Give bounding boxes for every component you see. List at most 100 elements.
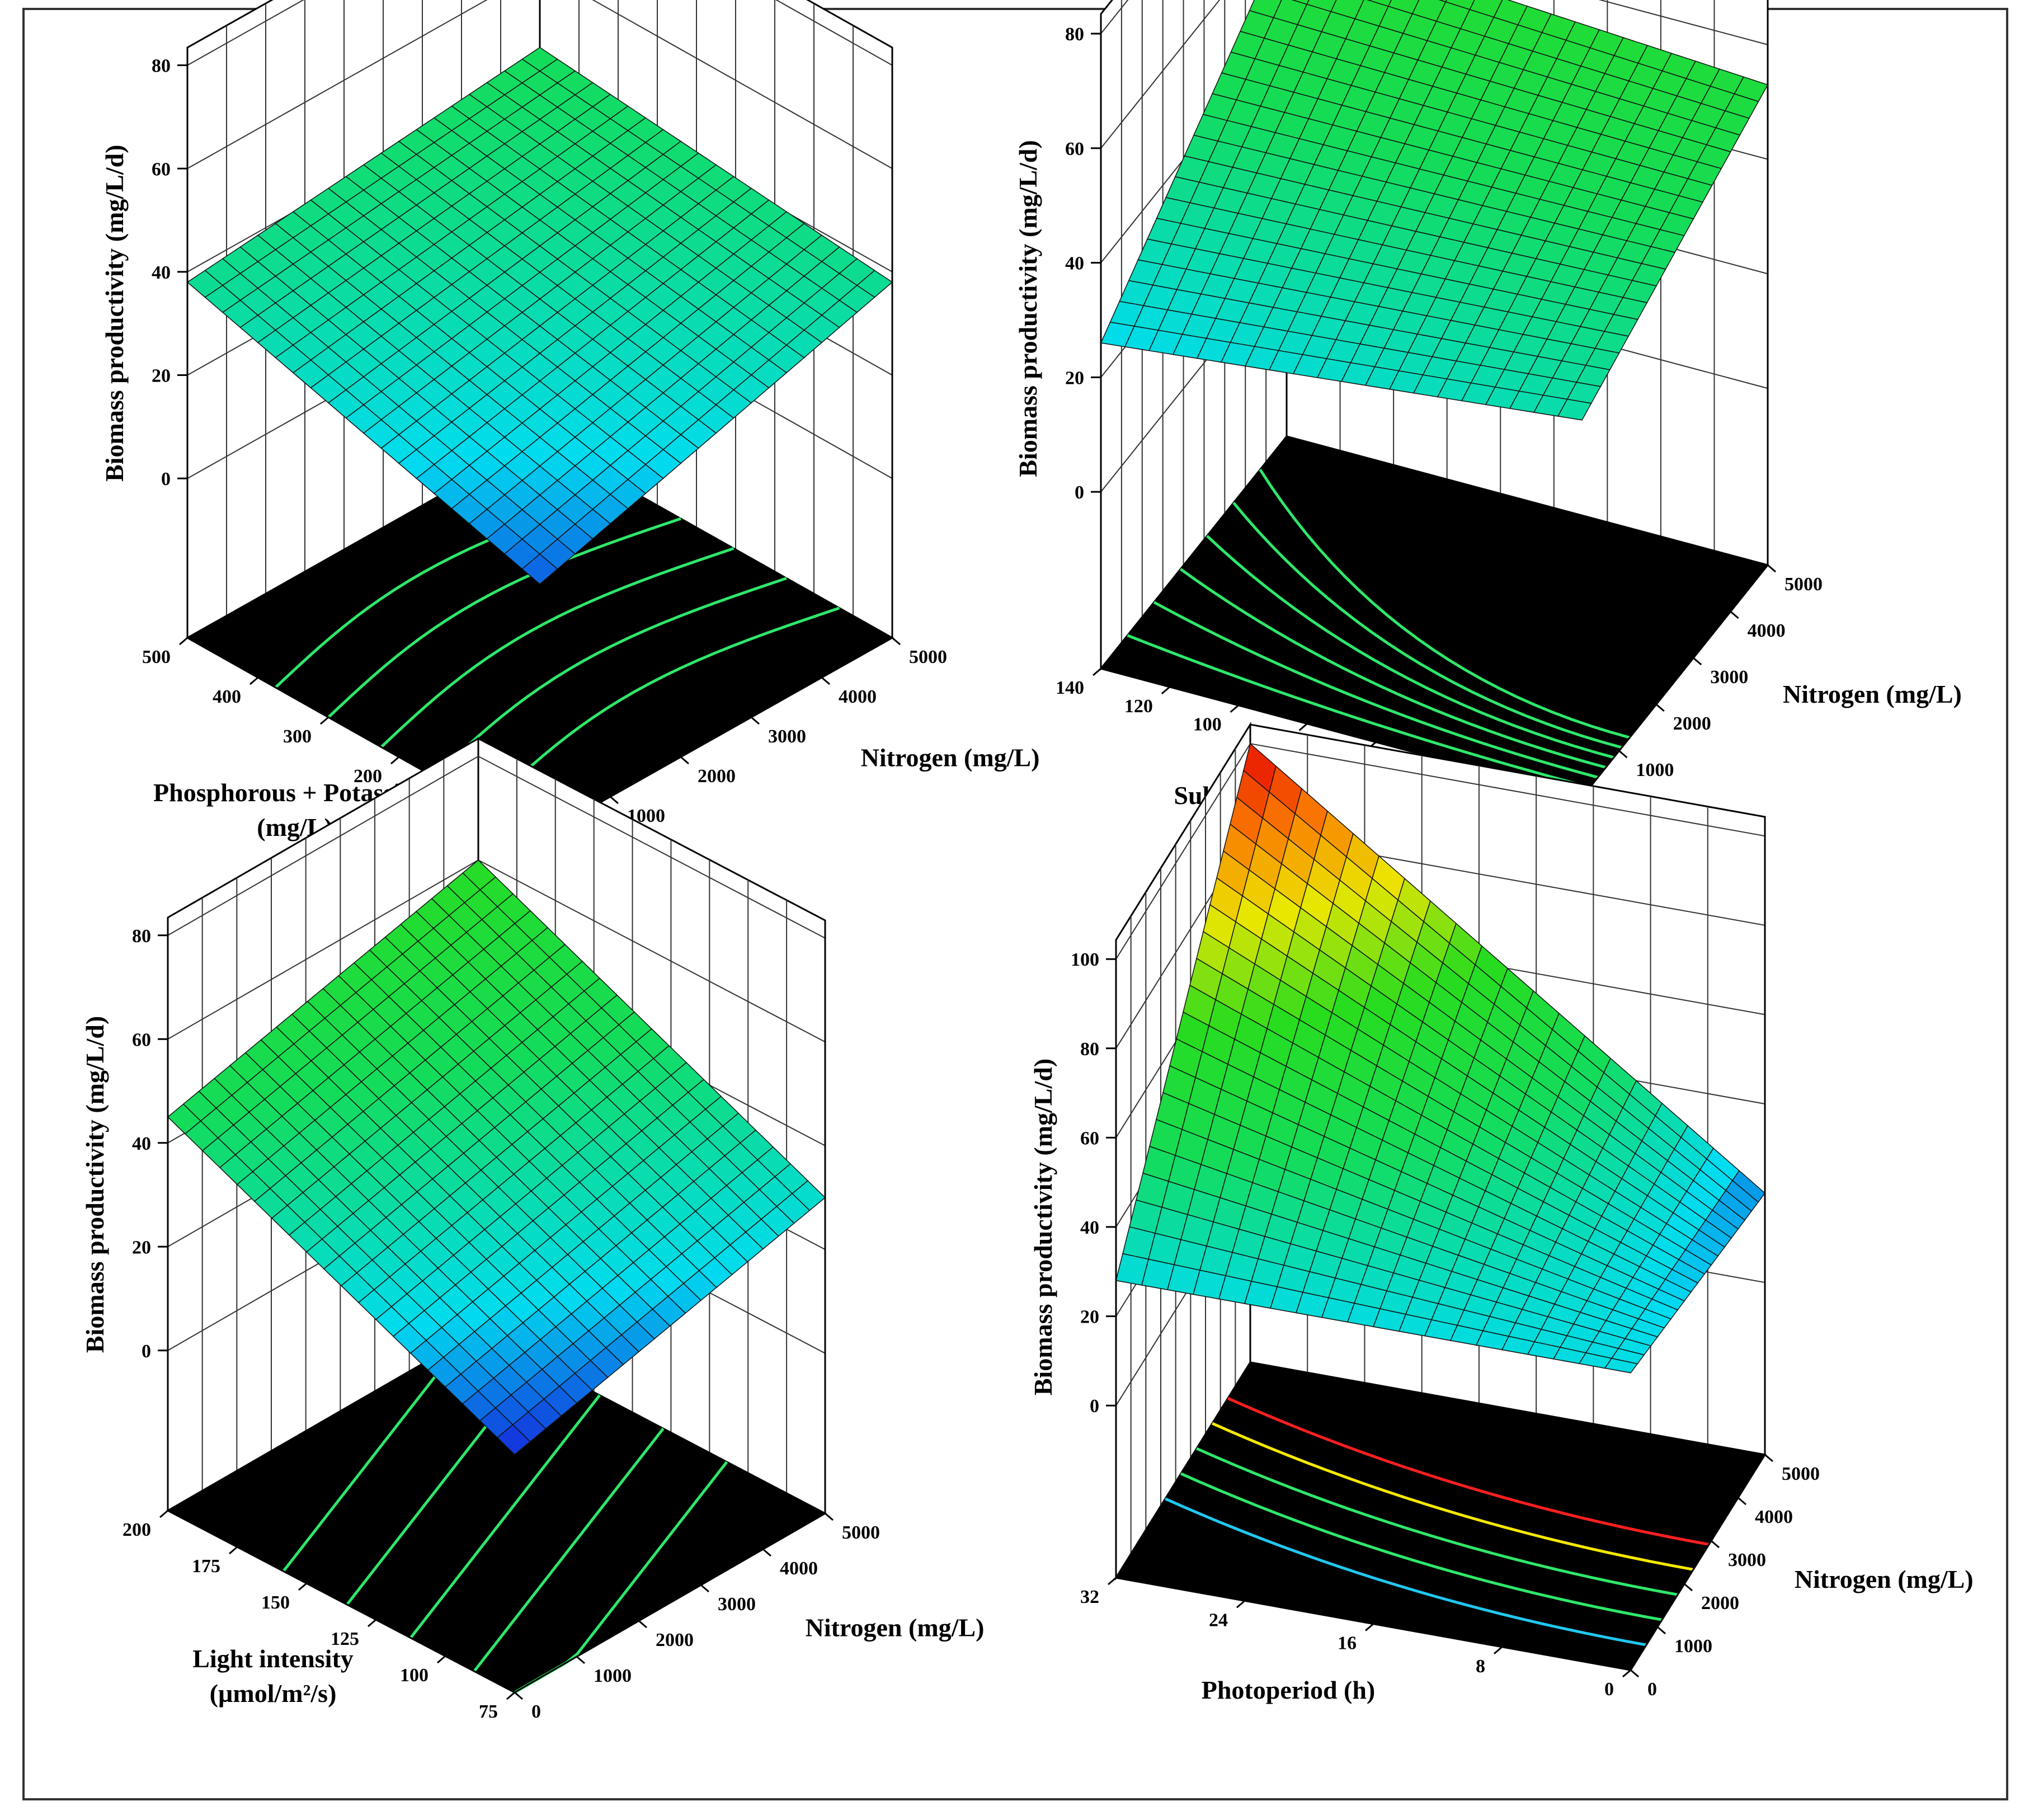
x-tick-label: 5000 xyxy=(1782,1464,1820,1484)
y-tick xyxy=(1494,1646,1503,1654)
y-tick-label: 200 xyxy=(354,766,382,787)
x-tick xyxy=(1630,1669,1639,1678)
x-tick-label: 4000 xyxy=(1748,620,1786,641)
x-tick xyxy=(762,1548,771,1557)
x-tick xyxy=(751,716,760,725)
y-tick-label: 120 xyxy=(1124,696,1153,717)
x-tick xyxy=(825,1512,834,1521)
y-tick-label: 24 xyxy=(1209,1610,1228,1630)
contour-line xyxy=(1227,1396,1710,1546)
contour-line xyxy=(1164,1497,1647,1647)
y-tick xyxy=(368,1619,376,1628)
x-tick-label: 2000 xyxy=(1701,1593,1739,1614)
chart-panel-top-right: 0204060800100020003000400050000204060801… xyxy=(1014,0,1962,827)
z-tick-label: 20 xyxy=(1065,368,1084,388)
y-tick xyxy=(506,1691,515,1700)
y-tick xyxy=(1236,1600,1245,1609)
x-tick xyxy=(680,756,689,765)
x-tick-label: 2000 xyxy=(1673,713,1711,734)
x-tick-label: 5000 xyxy=(1785,574,1823,595)
x-tick-label: 1000 xyxy=(594,1666,632,1686)
surface-cell xyxy=(521,553,558,585)
x-tick xyxy=(576,1656,585,1664)
z-axis-title: Biomass productivity (mg/L/d) xyxy=(100,145,129,482)
x-axis-title: Nitrogen (mg/L) xyxy=(1795,1565,1974,1593)
z-tick-label: 60 xyxy=(152,159,171,180)
contour-line xyxy=(327,517,681,718)
y-tick-label: 32 xyxy=(1080,1587,1099,1607)
x-axis-title: Nitrogen (mg/L) xyxy=(861,743,1040,772)
x-tick-label: 2000 xyxy=(698,766,736,787)
x-tick-label: 4000 xyxy=(1755,1507,1793,1527)
y-tick-label: 100 xyxy=(1193,714,1222,735)
x-tick xyxy=(1684,1583,1693,1592)
z-axis-title: Biomass productivity (mg/L/d) xyxy=(81,1016,109,1353)
contour-line xyxy=(1127,634,1590,789)
x-axis-line xyxy=(1581,565,1769,798)
z-tick-label: 40 xyxy=(152,262,171,283)
y-tick xyxy=(320,716,329,725)
y-tick xyxy=(179,637,188,646)
x-tick-label: 0 xyxy=(531,1701,541,1722)
y-tick-label: 300 xyxy=(283,726,312,747)
z-tick-label: 60 xyxy=(1080,1128,1099,1149)
y-tick xyxy=(1230,704,1239,713)
z-axis-title: Biomass productivity (mg/L/d) xyxy=(1014,140,1042,477)
contour-line xyxy=(1179,568,1607,769)
x-tick-label: 1000 xyxy=(1674,1636,1712,1657)
x-tick xyxy=(1711,1540,1720,1549)
chart-panel-top-left: 0204060800100020003000400050000100200300… xyxy=(100,0,1039,866)
x-tick-label: 1000 xyxy=(1636,760,1674,780)
y-tick-label: 75 xyxy=(479,1701,498,1722)
x-tick xyxy=(610,796,619,805)
x-tick xyxy=(1693,657,1702,666)
x-tick xyxy=(638,1620,647,1629)
x-tick-label: 4000 xyxy=(839,686,877,707)
z-tick-label: 40 xyxy=(1065,253,1084,274)
z-tick-label: 80 xyxy=(152,56,171,77)
z-tick-label: 40 xyxy=(132,1134,151,1154)
z-tick-label: 40 xyxy=(1080,1217,1099,1238)
contour-line xyxy=(1206,535,1614,759)
x-tick-label: 0 xyxy=(1647,1679,1657,1700)
y-tick xyxy=(1161,686,1170,694)
y-tick xyxy=(1622,1669,1631,1678)
wall-gridline xyxy=(1100,0,1768,149)
x-tick-label: 5000 xyxy=(842,1522,880,1543)
y-tick-label: 100 xyxy=(400,1665,429,1686)
x-tick-label: 3000 xyxy=(718,1594,756,1615)
y-tick xyxy=(229,1546,238,1555)
contour-line xyxy=(433,577,787,778)
wall-gridline xyxy=(187,0,893,170)
z-tick-label: 60 xyxy=(1065,139,1084,159)
y-tick xyxy=(159,1509,168,1518)
chart-panel-bottom-right: 0204060801000100020003000400050000816243… xyxy=(1029,721,1974,1704)
contour-line xyxy=(380,547,735,749)
x-axis-title: Nitrogen (mg/L) xyxy=(806,1614,985,1642)
x-axis-line xyxy=(514,1512,826,1694)
x-tick xyxy=(1730,610,1739,619)
y-tick-label: 500 xyxy=(142,647,171,667)
z-tick-label: 0 xyxy=(1075,482,1084,503)
x-tick-label: 2000 xyxy=(656,1630,694,1650)
surface-mesh xyxy=(167,859,826,1455)
surface-cell xyxy=(496,1424,531,1455)
x-tick xyxy=(1764,1454,1773,1462)
z-tick-label: 0 xyxy=(142,1341,151,1362)
z-tick-label: 20 xyxy=(1080,1307,1099,1328)
y-tick xyxy=(1108,1577,1117,1586)
y-tick-label: 140 xyxy=(1056,678,1084,698)
x-axis-line xyxy=(1630,1454,1766,1671)
surface-mesh xyxy=(1100,0,1769,421)
z-tick-label: 20 xyxy=(152,366,171,387)
surface-mesh xyxy=(1115,742,1766,1374)
y-tick-label: 400 xyxy=(213,686,241,707)
x-tick-label: 3000 xyxy=(1728,1550,1766,1570)
contour-line xyxy=(1195,1447,1678,1596)
x-tick xyxy=(700,1584,709,1593)
surface-cell xyxy=(1557,398,1592,421)
z-tick-label: 0 xyxy=(161,469,171,490)
y-tick xyxy=(298,1582,307,1591)
z-tick-label: 60 xyxy=(132,1029,151,1050)
y-tick xyxy=(249,676,258,685)
